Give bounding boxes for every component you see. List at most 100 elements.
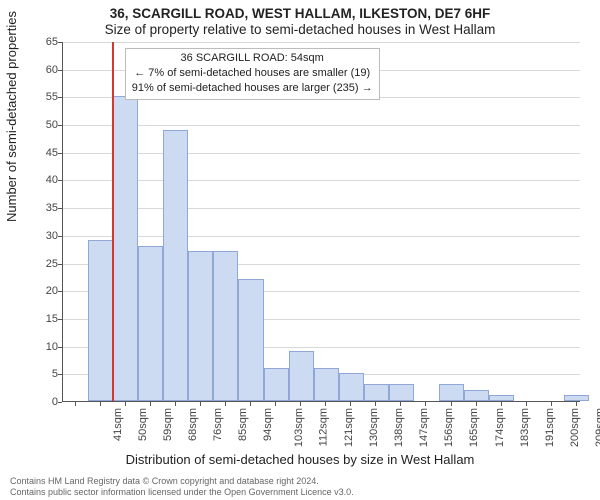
histogram-bar [489, 395, 514, 401]
histogram-bar [364, 384, 389, 401]
y-tick-mark [58, 125, 62, 126]
x-tick-label: 183sqm [519, 408, 531, 447]
x-tick-label: 165sqm [469, 408, 481, 447]
x-tick-label: 209sqm [594, 408, 600, 447]
y-tick-mark [58, 70, 62, 71]
info-line-1: 36 SCARGILL ROAD: 54sqm [132, 51, 373, 66]
x-tick-label: 103sqm [293, 408, 305, 447]
y-tick-mark [58, 236, 62, 237]
histogram-bar [163, 130, 188, 401]
y-tick-label: 40 [30, 174, 58, 186]
x-axis-label: Distribution of semi-detached houses by … [0, 452, 600, 467]
y-tick-mark [58, 97, 62, 98]
info-line-2: ← 7% of semi-detached houses are smaller… [132, 66, 373, 81]
x-tick-label: 94sqm [262, 408, 274, 441]
x-tick-mark [100, 402, 101, 406]
y-tick-label: 50 [30, 119, 58, 131]
histogram-bar [213, 251, 238, 401]
page-title: 36, SCARGILL ROAD, WEST HALLAM, ILKESTON… [0, 6, 600, 21]
y-tick-mark [58, 264, 62, 265]
histogram-bar [138, 246, 163, 401]
histogram-bar [314, 368, 339, 401]
x-tick-label: 121sqm [343, 408, 355, 447]
x-tick-mark [75, 402, 76, 406]
y-tick-label: 55 [30, 91, 58, 103]
y-tick-label: 60 [30, 64, 58, 76]
y-tick-label: 0 [30, 396, 58, 408]
footer-line-2: Contains public sector information licen… [10, 487, 354, 498]
x-tick-label: 59sqm [162, 408, 174, 441]
x-tick-mark [300, 402, 301, 406]
y-tick-mark [58, 319, 62, 320]
x-tick-mark [350, 402, 351, 406]
y-tick-label: 20 [30, 285, 58, 297]
y-tick-label: 30 [30, 230, 58, 242]
x-tick-mark [150, 402, 151, 406]
x-tick-mark [225, 402, 226, 406]
x-tick-label: 68sqm [187, 408, 199, 441]
gridline [63, 125, 580, 126]
y-tick-label: 10 [30, 341, 58, 353]
y-tick-label: 65 [30, 36, 58, 48]
x-tick-mark [425, 402, 426, 406]
x-tick-label: 50sqm [137, 408, 149, 441]
y-tick-mark [58, 347, 62, 348]
x-tick-label: 200sqm [569, 408, 581, 447]
x-tick-mark [476, 402, 477, 406]
gridline [63, 236, 580, 237]
x-tick-mark [451, 402, 452, 406]
x-tick-label: 41sqm [112, 408, 124, 441]
gridline [63, 153, 580, 154]
histogram-bar [238, 279, 263, 401]
x-tick-mark [275, 402, 276, 406]
y-tick-mark [58, 153, 62, 154]
x-tick-label: 138sqm [393, 408, 405, 447]
y-tick-mark [58, 180, 62, 181]
property-marker-line [112, 42, 114, 401]
y-tick-label: 15 [30, 313, 58, 325]
histogram-bar [439, 384, 464, 401]
x-tick-mark [325, 402, 326, 406]
histogram-bar [88, 240, 113, 401]
x-tick-mark [125, 402, 126, 406]
footer-line-1: Contains HM Land Registry data © Crown c… [10, 476, 354, 487]
histogram-bar [264, 368, 289, 401]
histogram-bar [389, 384, 414, 401]
y-tick-label: 25 [30, 258, 58, 270]
x-tick-label: 156sqm [444, 408, 456, 447]
y-tick-label: 5 [30, 368, 58, 380]
y-tick-mark [58, 42, 62, 43]
histogram-bar [339, 373, 364, 401]
x-tick-mark [576, 402, 577, 406]
x-tick-label: 130sqm [368, 408, 380, 447]
y-axis-label: Number of semi-detached properties [4, 11, 19, 222]
gridline [63, 180, 580, 181]
x-tick-label: 76sqm [212, 408, 224, 441]
x-tick-label: 191sqm [544, 408, 556, 447]
x-tick-label: 174sqm [494, 408, 506, 447]
x-tick-mark [375, 402, 376, 406]
x-tick-label: 112sqm [317, 408, 329, 446]
x-tick-mark [200, 402, 201, 406]
y-tick-mark [58, 402, 62, 403]
x-tick-mark [175, 402, 176, 406]
histogram-bar [289, 351, 314, 401]
footer-attribution: Contains HM Land Registry data © Crown c… [10, 476, 354, 498]
histogram-bar [188, 251, 213, 401]
property-info-box: 36 SCARGILL ROAD: 54sqm← 7% of semi-deta… [125, 48, 380, 100]
gridline [63, 42, 580, 43]
x-tick-mark [551, 402, 552, 406]
histogram-bar [564, 395, 589, 401]
x-tick-mark [526, 402, 527, 406]
histogram-bar [113, 96, 138, 401]
info-line-3: 91% of semi-detached houses are larger (… [132, 81, 373, 96]
histogram-bar [464, 390, 489, 401]
gridline [63, 208, 580, 209]
page-subtitle: Size of property relative to semi-detach… [0, 22, 600, 37]
y-tick-mark [58, 374, 62, 375]
x-tick-mark [501, 402, 502, 406]
y-tick-mark [58, 208, 62, 209]
x-tick-label: 85sqm [237, 408, 249, 441]
x-tick-label: 147sqm [418, 408, 430, 447]
y-tick-mark [58, 291, 62, 292]
